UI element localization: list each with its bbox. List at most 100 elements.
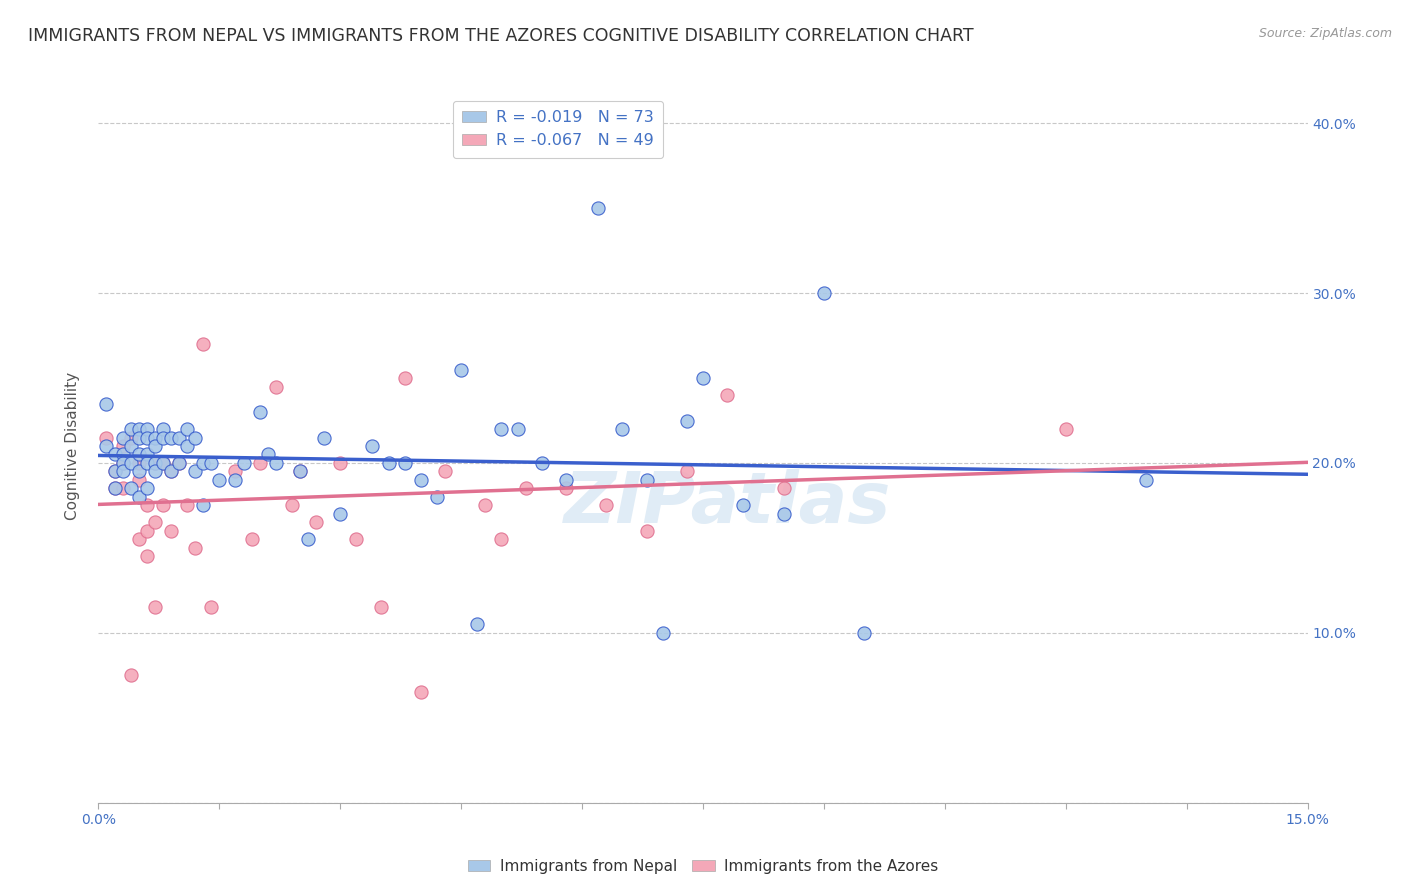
Point [264,379,287,393]
Point [143,516,166,530]
Point [426,490,449,504]
Point [409,685,432,699]
Point [612,422,634,436]
Point [733,499,755,513]
Point [224,465,246,479]
Point [128,490,150,504]
Y-axis label: Cognitive Disability: Cognitive Disability [65,372,80,520]
Point [176,439,198,453]
Point [111,430,134,444]
Point [176,499,198,513]
Point [167,456,190,470]
Point [120,439,142,453]
Point [200,456,222,470]
Point [636,473,658,487]
Point [135,499,157,513]
Point [184,430,207,444]
Point [474,499,496,513]
Point [193,499,215,513]
Point [103,448,125,462]
Point [288,465,311,479]
Point [200,600,222,615]
Point [1135,473,1157,487]
Point [394,371,416,385]
Point [160,524,183,538]
Point [135,456,157,470]
Point [288,465,311,479]
Point [176,422,198,436]
Point [377,456,399,470]
Point [232,456,254,470]
Text: ZIPatlas: ZIPatlas [564,468,891,538]
Point [135,448,157,462]
Point [772,482,794,496]
Point [344,533,367,547]
Point [692,371,714,385]
Point [128,456,150,470]
Point [152,422,174,436]
Point [329,507,352,521]
Point [120,430,142,444]
Point [103,465,125,479]
Point [224,473,246,487]
Point [160,465,183,479]
Text: Source: ZipAtlas.com: Source: ZipAtlas.com [1258,27,1392,40]
Point [636,524,658,538]
Point [434,465,457,479]
Point [305,516,328,530]
Point [135,549,157,564]
Point [1054,422,1077,436]
Point [256,448,278,462]
Point [716,388,738,402]
Point [143,439,166,453]
Point [143,465,166,479]
Point [143,600,166,615]
Point [314,430,336,444]
Point [120,482,142,496]
Point [409,473,432,487]
Point [491,422,513,436]
Point [160,465,183,479]
Point [96,430,118,444]
Point [143,430,166,444]
Point [111,482,134,496]
Point [370,600,392,615]
Point [135,524,157,538]
Point [772,507,794,521]
Legend: Immigrants from Nepal, Immigrants from the Azores: Immigrants from Nepal, Immigrants from t… [461,853,945,880]
Point [120,668,142,682]
Point [111,465,134,479]
Point [128,465,150,479]
Point [103,482,125,496]
Point [555,482,578,496]
Point [143,456,166,470]
Point [103,465,125,479]
Point [450,362,472,376]
Point [595,499,617,513]
Point [152,456,174,470]
Text: IMMIGRANTS FROM NEPAL VS IMMIGRANTS FROM THE AZORES COGNITIVE DISABILITY CORRELA: IMMIGRANTS FROM NEPAL VS IMMIGRANTS FROM… [28,27,974,45]
Point [506,422,529,436]
Point [96,439,118,453]
Point [120,422,142,436]
Point [128,430,150,444]
Point [184,465,207,479]
Point [208,473,231,487]
Point [128,533,150,547]
Point [193,456,215,470]
Point [128,422,150,436]
Point [281,499,304,513]
Point [128,448,150,462]
Point [193,337,215,351]
Point [96,396,118,410]
Point [135,482,157,496]
Point [651,626,673,640]
Point [135,430,157,444]
Point [111,439,134,453]
Point [240,533,263,547]
Point [676,413,699,427]
Point [103,482,125,496]
Point [167,456,190,470]
Point [676,465,699,479]
Point [361,439,384,453]
